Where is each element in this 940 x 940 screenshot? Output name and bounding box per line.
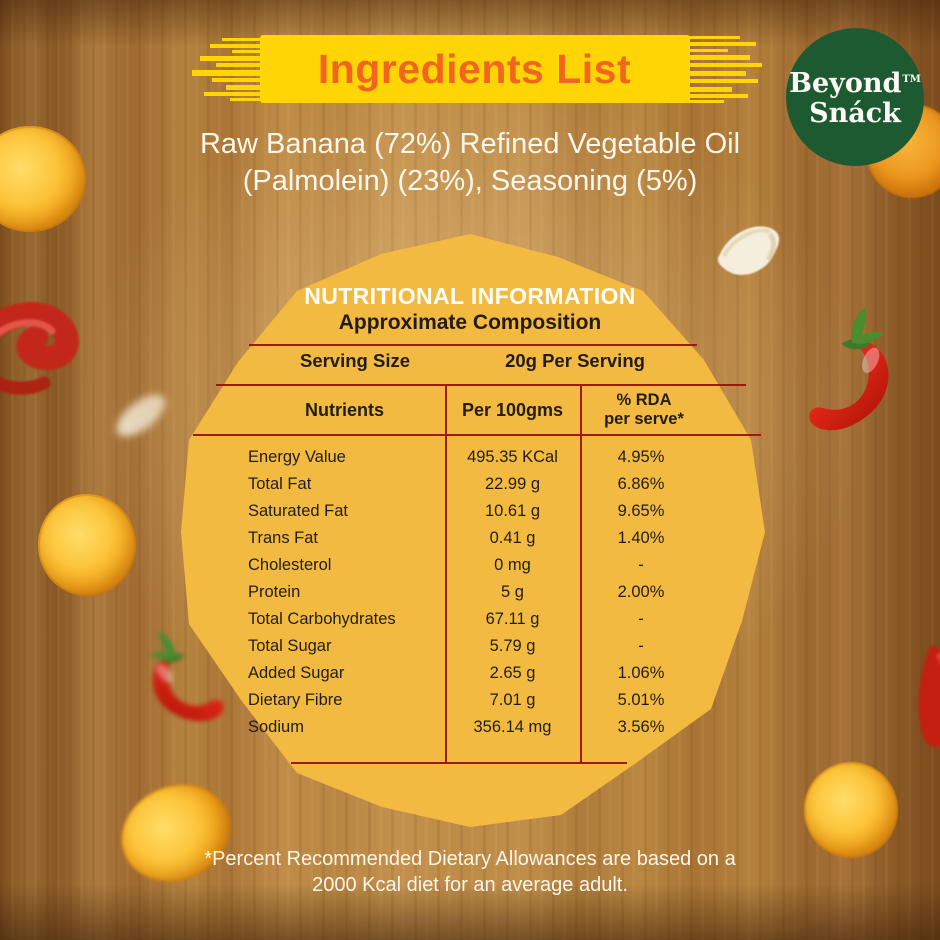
garlic-clove-icon [718,226,780,275]
banana-chip-icon [804,762,898,858]
nutrient-name: Protein [248,583,301,601]
table-row: Protein 5 g 2.00% [214,579,746,606]
ingredients-line-1: Raw Banana (72%) Refined Vegetable Oil [199,128,741,160]
column-header-rda: % RDA per serve* [604,391,684,428]
column-header-per-100gms: Per 100gms [461,399,564,420]
nutrient-per-100gms: 5 g [501,583,524,601]
banana-chip-icon [38,494,136,596]
nutrient-name: Energy Value [248,448,346,466]
nutrient-name: Total Fat [248,475,312,493]
footnote-line-1: *Percent Recommended Dietary Allowances … [204,848,736,870]
nutrient-name: Sodium [248,718,304,736]
nutrient-rda: 6.86% [617,475,665,493]
nutrient-rda: - [638,637,644,655]
table-row: Sodium 356.14 mg 3.56% [214,714,746,741]
banana-chip-icon [0,126,86,232]
nutrient-rda: 1.06% [617,664,665,682]
nutrient-rda: 9.65% [617,502,665,520]
serving-size-value: 20g Per Serving [505,350,645,371]
nutrient-per-100gms: 5.79 g [489,637,536,655]
table-header-row: Nutrients Per 100gms % RDA per serve* [214,386,746,434]
nutrient-rda: - [638,610,644,628]
brand-badge: BeyondTM Snáck [786,28,924,166]
red-chili-slice-icon [0,302,79,395]
banner-title: Ingredients List [317,45,632,92]
rule-under-header [193,434,761,436]
nutrient-rda: - [638,556,644,574]
ingredients-text: Raw Banana (72%) Refined Vegetable Oil (… [0,126,940,200]
footnote-line-2: 2000 Kcal diet for an average adult. [312,874,628,896]
nutrient-name: Saturated Fat [248,502,348,520]
nutrient-name: Trans Fat [248,529,318,547]
nutrient-rda: 4.95% [617,448,665,466]
rule-under-serving [216,384,746,386]
nutrient-rda: 1.40% [617,529,665,547]
nutrient-rda: 3.56% [617,718,665,736]
nutrient-name: Dietary Fibre [248,691,343,709]
nutrient-name: Total Carbohydrates [248,610,396,628]
nutrient-per-100gms: 356.14 mg [473,718,552,736]
nutrient-per-100gms: 10.61 g [484,502,541,520]
nutrient-rda: 2.00% [617,583,665,601]
rule-bottom [291,762,627,764]
table-row: Added Sugar 2.65 g 1.06% [214,660,746,687]
rda-footnote: *Percent Recommended Dietary Allowances … [0,846,940,898]
table-row: Energy Value 495.35 KCal 4.95% [214,444,746,471]
brand-name-bottom: Snáck [809,98,901,129]
ingredients-line-2: (Palmolein) (23%), Seasoning (5%) [242,165,698,197]
nutrient-per-100gms: 2.65 g [489,664,536,682]
nutrient-name: Added Sugar [248,664,345,682]
serving-size-label: Serving Size [299,350,410,371]
column-header-nutrients: Nutrients [304,399,384,420]
nutrient-per-100gms: 0.41 g [489,529,536,547]
nutrition-title: NUTRITIONAL INFORMATION [304,283,636,309]
nutrient-name: Total Sugar [248,637,332,655]
table-row: Dietary Fibre 7.01 g 5.01% [214,687,746,714]
table-row: Saturated Fat 10.61 g 9.65% [214,498,746,525]
nutrient-per-100gms: 0 mg [494,556,531,574]
rule-under-subtitle [249,344,697,346]
nutrient-per-100gms: 67.11 g [485,610,540,628]
banner-brush-stroke [192,35,762,103]
nutrient-rda: 5.01% [617,691,665,709]
red-chili-edge-icon [918,645,940,748]
nutrient-per-100gms: 7.01 g [489,691,536,709]
table-row: Trans Fat 0.41 g 1.40% [214,525,746,552]
column-divider-2 [580,386,582,764]
nutrient-rows: Energy Value 495.35 KCal 4.95% Total Fat… [214,444,746,741]
nutrient-name: Cholesterol [248,556,332,574]
nutrition-subtitle: Approximate Composition [338,311,602,334]
trademark-symbol: TM [902,74,921,85]
table-row: Total Sugar 5.79 g - [214,633,746,660]
brand-name-top: BeyondTM [789,68,921,99]
nutrient-per-100gms: 22.99 g [484,475,541,493]
column-divider-1 [445,386,447,764]
table-row: Total Carbohydrates 67.11 g - [214,606,746,633]
nutrient-per-100gms: 495.35 KCal [467,448,558,466]
table-row: Cholesterol 0 mg - [214,552,746,579]
table-row: Total Fat 22.99 g 6.86% [214,471,746,498]
